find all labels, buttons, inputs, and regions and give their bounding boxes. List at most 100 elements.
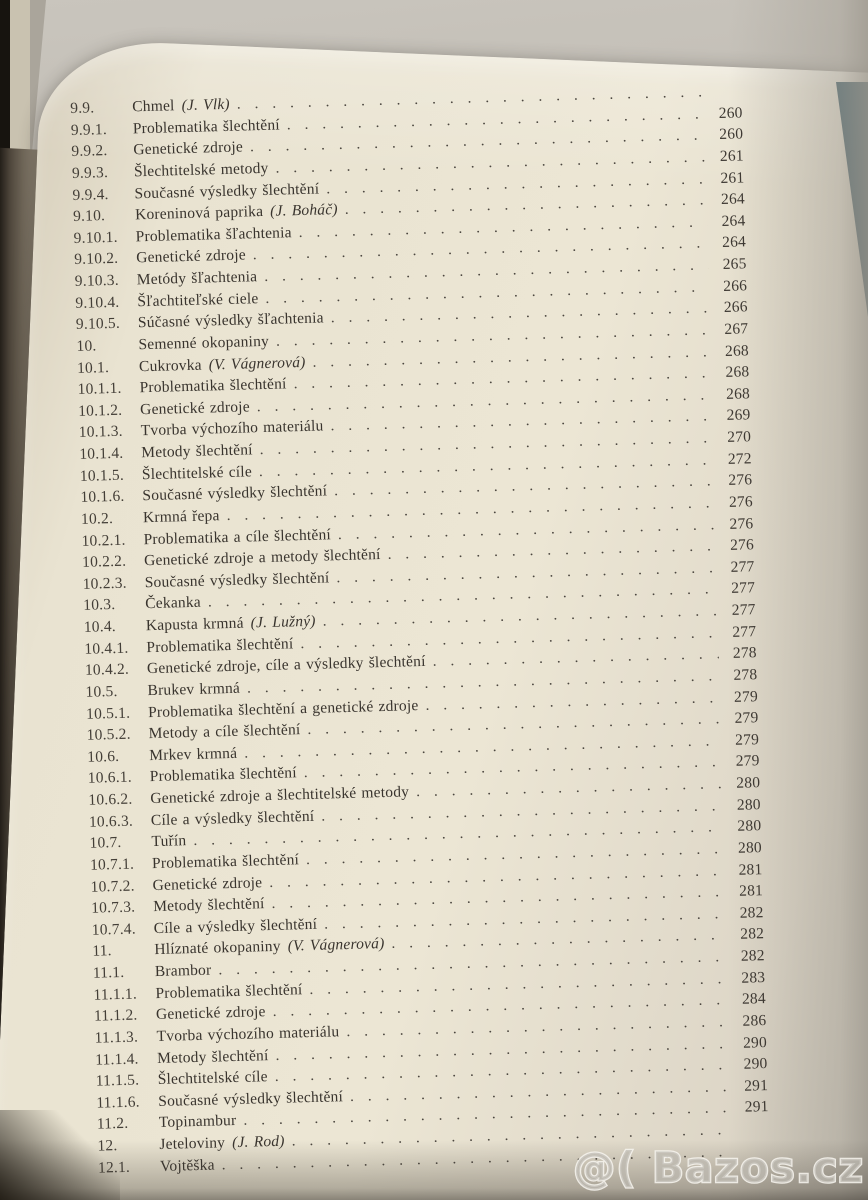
toc-row-page: 268 [725,385,751,403]
toc-row-page: 269 [726,406,751,425]
toc-row-page: 281 [738,860,763,879]
toc-row-title: Genetické zdroje [135,246,247,267]
toc-row-page: 277 [730,557,755,576]
toc-row-number: 10.4. [83,617,117,636]
toc-row-number: 9.9.1. [70,120,108,139]
toc-row-page: 281 [738,882,764,900]
toc-row-page: 278 [732,644,757,663]
toc-row-title: Metódy šľachtenia [136,268,258,289]
toc-row-number: 11.1. [92,963,125,982]
toc-row-number: 10.1.1. [77,379,122,399]
toc-row-page: 282 [740,925,765,944]
toc-row-page: 276 [728,493,754,511]
toc-row-number: 11.1.4. [94,1050,139,1069]
toc-row-title: Genetické zdroje [155,1003,266,1024]
toc-row-title: Tuřín [151,832,187,851]
toc-row-author: (V. Vágnerová) [287,935,385,955]
toc-row-number: 10.1.2. [77,401,123,420]
toc-row-title: Genetické zdroje [133,138,244,159]
toc-row-number: 10.2.2. [81,552,127,571]
toc-row-number: 9.10.2. [74,250,119,269]
toc-row-page: 284 [741,990,767,1008]
bazos-watermark: @( Bazos.cz [572,1142,864,1194]
toc-row-title: Brukev krmná [147,679,241,700]
toc-row-page: 264 [721,233,747,252]
toc-row-page: 280 [737,839,763,857]
toc-row-title: Šlechtitelské cíle [157,1068,268,1089]
toc-row-number: 10.1.5. [79,466,125,485]
page-right-shading [728,0,868,1200]
toc-row-page: 290 [743,1055,768,1073]
bottom-left-shadow [0,1110,120,1200]
toc-row-number: 9.10.3. [74,271,120,290]
toc-row-page: 276 [728,471,753,490]
toc-row-title: Genetické zdroje [139,398,251,419]
toc-row-title: Čekanka [145,594,202,613]
toc-row-number: 10. [76,337,97,355]
toc-row-number: 10.5. [85,682,118,701]
bottom-shadow [0,1140,868,1200]
toc-row-page: 279 [735,752,760,771]
table-of-contents: 9.9. Chmel (J. Vlk) 9.9.1. Problematika … [70,80,770,1178]
toc-row-title: Krmná řepa [142,507,220,527]
toc-row-title: Metody šlechtění [152,895,265,916]
toc-row-page: 268 [724,341,750,360]
toc-row-page: 277 [732,622,757,641]
toc-row-number: 10.5.1. [85,704,131,723]
toc-row-page: 272 [727,449,752,468]
toc-row-number: 9.10.1. [73,228,118,247]
toc-row-number: 10.4.1. [84,639,129,658]
toc-row-number: 9.9. [70,99,95,117]
toc-row-author: (J. Vlk) [181,95,231,115]
toc-row-page [731,1133,769,1134]
toc-row-number: 11.1.5. [95,1071,140,1090]
toc-row-number: 10.1.4. [79,444,124,463]
toc-row-title: Metody šlechtění [156,1046,269,1067]
toc-row-number: 10.6. [87,747,120,766]
toc-row-number: 10.7.4. [91,920,137,939]
toc-row-number: 9.9.3. [71,163,109,182]
toc-row-title: Chmel [132,97,175,116]
toc-row-page: 264 [720,190,746,209]
toc-row-number: 10.7.3. [90,898,136,917]
toc-row-page: 278 [733,666,758,684]
toc-row-number: 10.7.1. [89,855,135,874]
toc-row-page: 291 [744,1076,769,1095]
toc-row-page: 286 [742,1011,767,1030]
toc-row-number: 10.1.3. [78,423,124,442]
toc-row-page: 282 [740,947,765,965]
toc-row-number: 10.7.2. [90,877,135,896]
toc-row-number: 9.10.4. [75,293,120,312]
toc-row-number: 10.1. [76,358,110,377]
toc-row-page: 280 [736,795,761,814]
toc-row-number: 10.4.2. [84,660,130,680]
toc-row-page: 283 [741,968,766,987]
toc-row-page [704,95,742,96]
toc-row-page: 279 [734,709,759,727]
toc-row-number: 9.10. [72,207,106,226]
toc-row-page: 277 [731,601,756,619]
toc-row-page: 261 [720,168,745,187]
toc-row-number: 10.6.1. [87,768,133,788]
toc-row-page: 277 [730,579,756,598]
toc-row-page: 276 [729,514,754,533]
toc-row-title: Metody šlechtění [141,441,253,462]
toc-row-page: 279 [733,687,759,706]
toc-row-title: Kapusta krmná [145,614,244,635]
toc-row-number: 9.10.5. [75,315,121,334]
toc-row-number: 10.6.2. [88,790,133,809]
toc-row-page: 266 [723,298,748,317]
toc-row-page: 265 [722,255,747,273]
toc-row-page: 276 [729,536,755,554]
toc-row-page: 280 [737,817,762,836]
toc-row-title: Mrkev krmná [149,744,238,764]
toc-row-page: 282 [739,903,764,922]
toc-row-page: 266 [723,276,748,295]
toc-row-number: 11. [92,942,112,961]
toc-row-page: 260 [718,104,743,122]
toc-row-page: 264 [721,212,746,230]
toc-row-page: 279 [734,730,760,749]
toc-row-number: 11.1.1. [93,985,138,1004]
toc-row-page: 260 [719,125,744,144]
toc-row-number: 10.7. [89,834,122,852]
